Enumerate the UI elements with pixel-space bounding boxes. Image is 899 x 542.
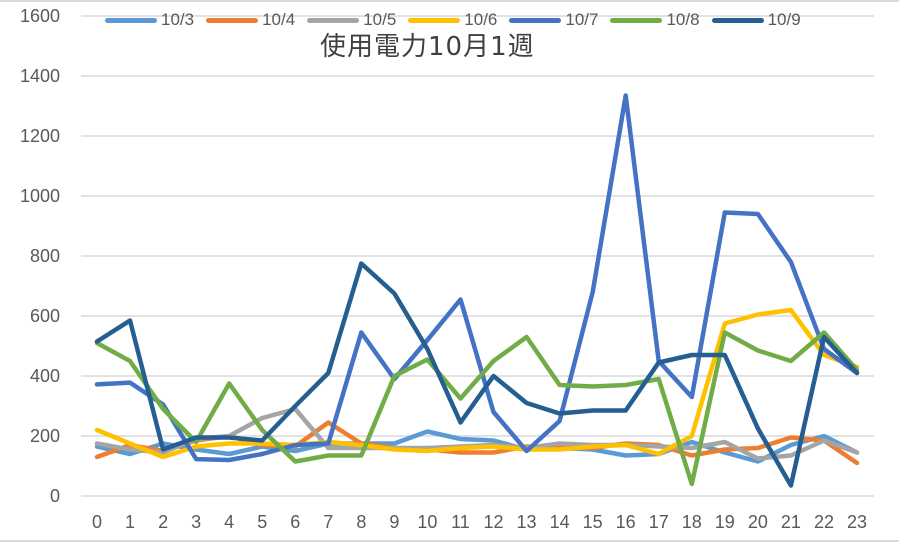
x-tick-label: 12 bbox=[483, 512, 504, 532]
chart-title: 使用電力10月1週 bbox=[320, 32, 535, 62]
x-tick-label: 13 bbox=[516, 512, 537, 532]
x-tick-label: 16 bbox=[615, 512, 636, 532]
legend-item: 10/6 bbox=[408, 10, 497, 30]
series-line-10-3 bbox=[94, 429, 860, 464]
x-tick-label: 2 bbox=[158, 512, 169, 532]
x-tick-label: 7 bbox=[323, 512, 334, 532]
legend-label: 10/4 bbox=[262, 10, 296, 29]
chart-top-border bbox=[0, 0, 899, 2]
legend-swatch-icon bbox=[610, 17, 663, 23]
x-tick-label: 17 bbox=[648, 512, 669, 532]
legend-swatch-icon bbox=[408, 17, 461, 23]
legend-item: 10/3 bbox=[105, 10, 194, 30]
x-tick-label: 10 bbox=[417, 512, 438, 532]
series-line-10-7 bbox=[94, 93, 860, 463]
y-tick-label: 800 bbox=[29, 246, 60, 266]
x-tick-label: 14 bbox=[549, 512, 570, 532]
legend-label: 10/3 bbox=[161, 10, 195, 29]
x-tick-label: 1 bbox=[125, 512, 136, 532]
legend-item: 10/5 bbox=[307, 10, 396, 30]
y-tick-label: 1600 bbox=[19, 6, 60, 26]
legend-item: 10/8 bbox=[610, 10, 700, 30]
chart-legend: 10/3 10/4 10/5 10/6 10/7 10/8 10/9 bbox=[105, 10, 801, 30]
legend-label: 10/9 bbox=[767, 10, 801, 29]
gridlines bbox=[81, 15, 874, 497]
x-tick-label: 22 bbox=[813, 512, 834, 532]
x-tick-label: 8 bbox=[356, 512, 367, 532]
y-tick-label: 0 bbox=[49, 486, 60, 506]
x-tick-label: 6 bbox=[290, 512, 301, 532]
x-tick-label: 18 bbox=[681, 512, 702, 532]
x-tick-label: 15 bbox=[582, 512, 603, 532]
legend-item: 10/9 bbox=[711, 10, 801, 30]
legend-label: 10/6 bbox=[464, 10, 498, 29]
legend-label: 10/7 bbox=[565, 10, 599, 29]
series-line-10-6 bbox=[94, 307, 860, 460]
x-tick-label: 5 bbox=[257, 512, 268, 532]
legend-swatch-icon bbox=[105, 17, 157, 23]
legend-label: 10/8 bbox=[666, 10, 700, 29]
x-tick-label: 20 bbox=[747, 512, 768, 532]
x-tick-label: 23 bbox=[846, 512, 868, 532]
legend-item: 10/4 bbox=[206, 10, 295, 30]
y-tick-label: 1200 bbox=[19, 126, 60, 146]
series-line-10-8 bbox=[94, 330, 860, 487]
x-tick-label: 3 bbox=[191, 512, 202, 532]
x-tick-label: 19 bbox=[714, 512, 735, 532]
legend-swatch-icon bbox=[206, 17, 259, 23]
series-line-10-9 bbox=[94, 261, 860, 488]
y-tick-label: 1000 bbox=[19, 186, 60, 206]
x-tick-label: 4 bbox=[224, 512, 235, 532]
legend-swatch-icon bbox=[509, 17, 562, 23]
y-tick-label: 200 bbox=[29, 426, 60, 446]
x-tick-label: 11 bbox=[451, 512, 470, 532]
x-tick-label: 21 bbox=[780, 512, 801, 532]
legend-label: 10/5 bbox=[363, 10, 397, 29]
y-tick-label: 1400 bbox=[19, 66, 60, 86]
y-tick-label: 600 bbox=[29, 306, 60, 326]
legend-item: 10/7 bbox=[509, 10, 598, 30]
y-tick-label: 400 bbox=[29, 366, 60, 386]
legend-swatch-icon bbox=[307, 17, 360, 23]
x-tick-label: 9 bbox=[389, 512, 400, 532]
series-lines bbox=[94, 93, 860, 488]
x-tick-label: 0 bbox=[91, 512, 102, 532]
chart-bottom-border bbox=[0, 540, 899, 542]
legend-swatch-icon bbox=[711, 17, 764, 23]
